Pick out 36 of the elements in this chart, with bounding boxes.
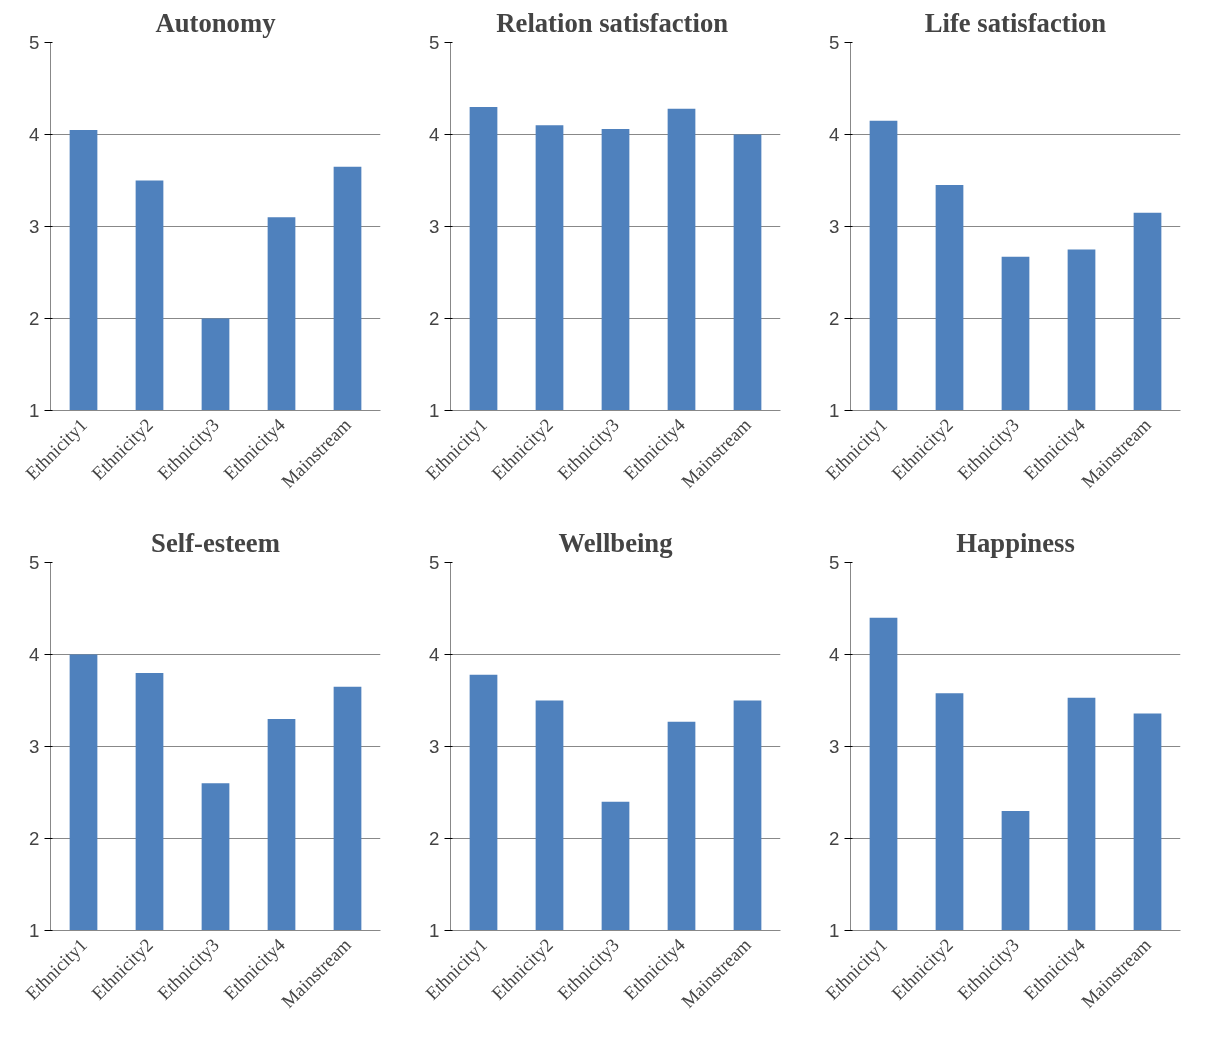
y-tick-label: 3 [429, 736, 440, 757]
y-tick-label: 5 [829, 32, 840, 53]
y-tick-label: 1 [829, 400, 840, 421]
chart-title: Relation satisfaction [496, 7, 729, 38]
y-tick-label: 4 [829, 124, 840, 145]
chart-title: Self-esteem [151, 527, 280, 558]
y-tick-label: 1 [29, 400, 40, 421]
y-tick-label: 5 [29, 32, 40, 53]
y-tick-label: 2 [829, 828, 840, 849]
y-tick-label: 4 [429, 124, 440, 145]
chart-title: Wellbeing [558, 527, 674, 558]
y-tick-label: 1 [829, 920, 840, 941]
y-tick-label: 2 [29, 308, 40, 329]
y-tick-label: 1 [429, 400, 440, 421]
y-tick-label: 5 [29, 552, 40, 573]
y-tick-label: 5 [829, 552, 840, 573]
y-tick-label: 4 [829, 644, 840, 665]
y-tick-label: 5 [429, 32, 440, 53]
y-tick-label: 2 [29, 828, 40, 849]
chart-title: Happiness [956, 527, 1075, 558]
y-tick-label: 4 [29, 124, 40, 145]
chart-title: Autonomy [155, 7, 277, 38]
y-tick-label: 2 [829, 308, 840, 329]
y-tick-label: 3 [429, 216, 440, 237]
y-tick-label: 4 [29, 644, 40, 665]
y-tick-label: 4 [429, 644, 440, 665]
y-tick-label: 1 [429, 920, 440, 941]
y-tick-label: 3 [29, 736, 40, 757]
y-tick-label: 3 [29, 216, 40, 237]
y-tick-label: 3 [829, 216, 840, 237]
y-tick-label: 3 [829, 736, 840, 757]
y-tick-label: 2 [429, 828, 440, 849]
y-tick-label: 5 [429, 552, 440, 573]
y-tick-label: 1 [29, 920, 40, 941]
y-tick-label: 2 [429, 308, 440, 329]
chart-title: Life satisfaction [924, 7, 1107, 38]
